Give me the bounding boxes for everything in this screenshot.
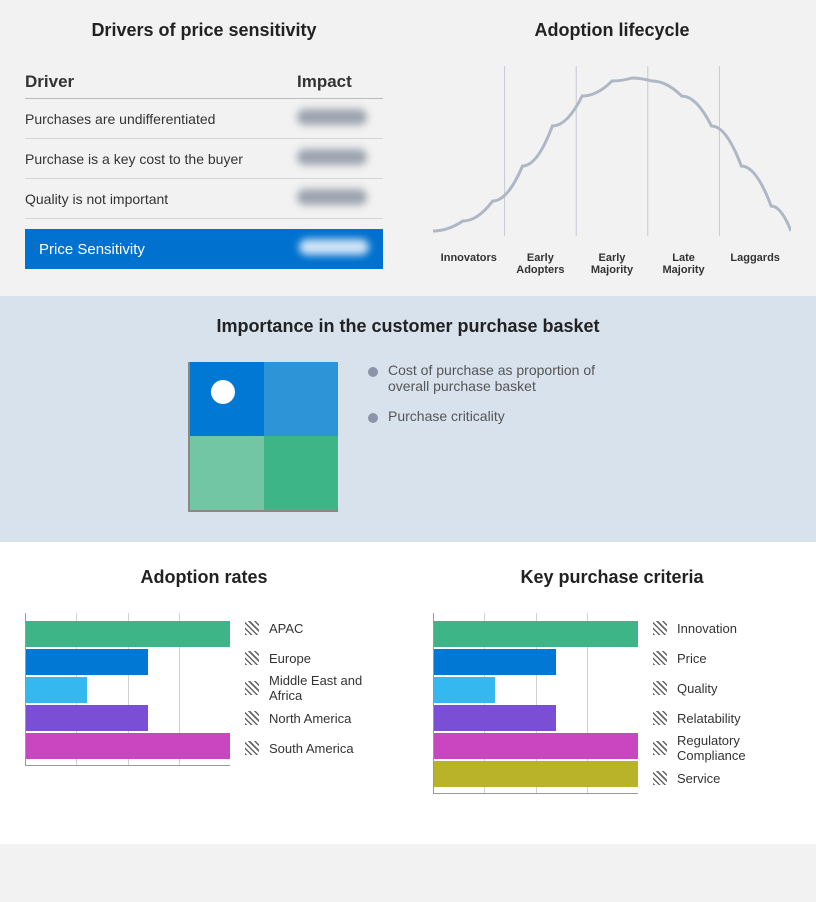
lifecycle-title: Adoption lifecycle [433, 20, 791, 41]
lifecycle-label: Innovators [433, 252, 505, 276]
blurred-value [297, 149, 367, 165]
legend-swatch [653, 741, 667, 755]
basket-legend-item: Cost of purchase as proportion of overal… [368, 362, 628, 394]
bar [26, 705, 148, 731]
legend-swatch [653, 621, 667, 635]
legend-swatch [245, 711, 259, 725]
bar-legend-item: North America [245, 703, 383, 733]
legend-swatch [653, 711, 667, 725]
legend-label: Service [677, 771, 720, 786]
ps-driver: Purchases are undifferentiated [25, 111, 297, 127]
basket-section: Importance in the customer purchase bask… [0, 296, 816, 542]
basket-legend-item: Purchase criticality [368, 408, 628, 424]
bar [26, 677, 87, 703]
criteria-chart: Innovation Price Quality Relatability Regula… [433, 613, 791, 794]
criteria-bars [433, 613, 638, 794]
top-row: Drivers of price sensitivity Driver Impa… [0, 0, 816, 296]
legend-label: Purchase criticality [388, 408, 505, 424]
legend-label: Regulatory Compliance [677, 733, 791, 763]
criteria-title: Key purchase criteria [433, 567, 791, 588]
legend-label: Quality [677, 681, 717, 696]
bar [434, 649, 556, 675]
basket-legend: Cost of purchase as proportion of overal… [368, 362, 628, 438]
bar-legend-item: Regulatory Compliance [653, 733, 791, 763]
price-sensitivity-section: Drivers of price sensitivity Driver Impa… [0, 0, 408, 296]
bar-legend-item: Relatability [653, 703, 791, 733]
bar-legend-item: Europe [245, 643, 383, 673]
legend-swatch [653, 681, 667, 695]
ps-row: Purchases are undifferentiated [25, 99, 383, 139]
blurred-value [299, 239, 369, 255]
bar-legend-item: South America [245, 733, 383, 763]
ps-summary-row: Price Sensitivity [25, 229, 383, 269]
basket-body: Cost of purchase as proportion of overal… [25, 362, 791, 512]
adoption-chart: APAC Europe Middle East and Africa North Am… [25, 613, 383, 766]
legend-dot [368, 367, 378, 377]
legend-label: Cost of purchase as proportion of overal… [388, 362, 628, 394]
adoption-legend: APAC Europe Middle East and Africa North Am… [245, 613, 383, 763]
bar [434, 677, 495, 703]
legend-label: Middle East and Africa [269, 673, 383, 703]
bar [434, 761, 638, 787]
lifecycle-label: Laggards [719, 252, 791, 276]
quadrant-marker [211, 380, 235, 404]
legend-swatch [245, 681, 259, 695]
key-criteria-section: Key purchase criteria Innovation Price Qua… [408, 567, 816, 814]
ps-col-impact: Impact [297, 72, 377, 92]
bar [434, 621, 638, 647]
bar-legend-item: Service [653, 763, 791, 793]
adoption-bars [25, 613, 230, 766]
blurred-value [297, 189, 367, 205]
adoption-rates-section: Adoption rates APAC Europe Middle East and… [0, 567, 408, 814]
quadrant-br [264, 436, 338, 510]
ps-header: Driver Impact [25, 66, 383, 99]
legend-swatch [245, 651, 259, 665]
bottom-row: Adoption rates APAC Europe Middle East and… [0, 542, 816, 844]
legend-label: Innovation [677, 621, 737, 636]
quadrant-chart [188, 362, 338, 512]
legend-swatch [245, 621, 259, 635]
legend-swatch [653, 771, 667, 785]
legend-swatch [653, 651, 667, 665]
ps-summary-label: Price Sensitivity [39, 241, 299, 258]
basket-title: Importance in the customer purchase bask… [25, 316, 791, 337]
ps-driver: Quality is not important [25, 191, 297, 207]
bar [26, 649, 148, 675]
legend-dot [368, 413, 378, 423]
ps-col-driver: Driver [25, 72, 297, 92]
legend-label: Price [677, 651, 707, 666]
criteria-legend: Innovation Price Quality Relatability Regula… [653, 613, 791, 793]
quadrant-bl [190, 436, 264, 510]
legend-label: South America [269, 741, 354, 756]
bar-legend-item: APAC [245, 613, 383, 643]
lifecycle-chart: InnovatorsEarlyAdoptersEarlyMajorityLate… [433, 66, 791, 276]
ps-title: Drivers of price sensitivity [25, 20, 383, 41]
legend-label: Europe [269, 651, 311, 666]
bar [26, 621, 230, 647]
ps-row: Purchase is a key cost to the buyer [25, 139, 383, 179]
ps-table: Driver Impact Purchases are undifferenti… [25, 66, 383, 269]
lifecycle-labels: InnovatorsEarlyAdoptersEarlyMajorityLate… [433, 252, 791, 276]
bar-legend-item: Quality [653, 673, 791, 703]
adoption-title: Adoption rates [25, 567, 383, 588]
legend-label: APAC [269, 621, 303, 636]
legend-label: Relatability [677, 711, 741, 726]
lifecycle-label: EarlyAdopters [505, 252, 577, 276]
ps-driver: Purchase is a key cost to the buyer [25, 151, 297, 167]
lifecycle-svg [433, 66, 791, 236]
quadrant-tr [264, 362, 338, 436]
legend-label: North America [269, 711, 351, 726]
bar [434, 705, 556, 731]
lifecycle-section: Adoption lifecycle InnovatorsEarlyAdopte… [408, 0, 816, 296]
bar-legend-item: Innovation [653, 613, 791, 643]
blurred-value [297, 109, 367, 125]
bar [434, 733, 638, 759]
bar-legend-item: Middle East and Africa [245, 673, 383, 703]
legend-swatch [245, 741, 259, 755]
lifecycle-label: EarlyMajority [576, 252, 648, 276]
bar [26, 733, 230, 759]
bar-legend-item: Price [653, 643, 791, 673]
lifecycle-label: LateMajority [648, 252, 720, 276]
ps-row: Quality is not important [25, 179, 383, 219]
